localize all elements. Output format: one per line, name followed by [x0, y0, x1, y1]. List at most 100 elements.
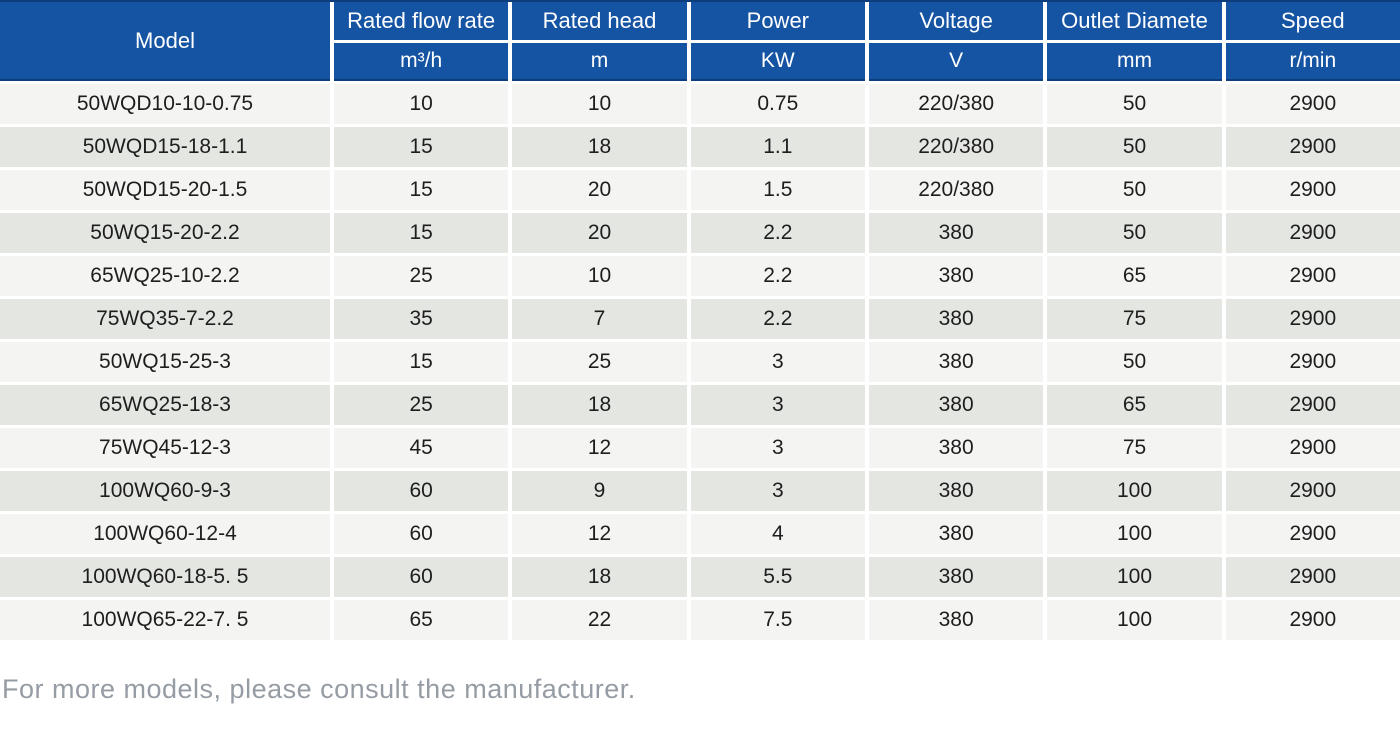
cell-flow: 60	[334, 514, 509, 554]
cell-flow: 60	[334, 471, 509, 511]
cell-voltage: 380	[868, 557, 1044, 597]
column-header-voltage: Voltage	[868, 2, 1044, 40]
cell-outlet: 50	[1047, 170, 1222, 210]
cell-outlet: 65	[1047, 256, 1222, 296]
footer-note: For more models, please consult the manu…	[2, 674, 636, 704]
cell-model: 50WQ15-20-2.2	[0, 213, 330, 253]
cell-voltage: 220/380	[868, 170, 1044, 210]
cell-head: 12	[512, 514, 687, 554]
cell-model: 65WQ25-10-2.2	[0, 256, 330, 296]
cell-voltage: 220/380	[868, 127, 1044, 167]
pump-spec-table: Model Rated flow rate Rated head Power V…	[0, 0, 1400, 640]
cell-model: 75WQ45-12-3	[0, 428, 330, 468]
cell-voltage: 380	[868, 600, 1044, 640]
cell-power: 5.5	[690, 557, 865, 597]
unit-header-outlet-mm: mm	[1047, 43, 1222, 81]
cell-voltage: 380	[868, 514, 1044, 554]
cell-head: 9	[512, 471, 687, 511]
cell-power: 7.5	[690, 600, 865, 640]
cell-speed: 2900	[1225, 428, 1400, 468]
cell-power: 3	[690, 385, 865, 425]
column-header-model: Model	[0, 2, 330, 81]
cell-model: 50WQD10-10-0.75	[0, 84, 330, 124]
cell-head: 18	[512, 557, 687, 597]
cell-power: 4	[690, 514, 865, 554]
cell-voltage: 380	[868, 256, 1044, 296]
cell-outlet: 50	[1047, 127, 1222, 167]
cell-model: 75WQ35-7-2.2	[0, 299, 330, 339]
cell-model: 100WQ60-12-4	[0, 514, 330, 554]
cell-power: 1.5	[690, 170, 865, 210]
cell-flow: 10	[334, 84, 509, 124]
unit-header-power-kw: KW	[690, 43, 865, 81]
cell-head: 20	[512, 170, 687, 210]
cell-model: 65WQ25-18-3	[0, 385, 330, 425]
cell-speed: 2900	[1225, 170, 1400, 210]
cell-head: 25	[512, 342, 687, 382]
cell-voltage: 380	[868, 299, 1044, 339]
cell-model: 50WQD15-20-1.5	[0, 170, 330, 210]
cell-speed: 2900	[1225, 127, 1400, 167]
column-header-speed: Speed	[1225, 2, 1400, 40]
cell-outlet: 100	[1047, 514, 1222, 554]
cell-power: 3	[690, 342, 865, 382]
cell-head: 18	[512, 127, 687, 167]
column-header-rated-head: Rated head	[512, 2, 687, 40]
cell-model: 50WQ15-25-3	[0, 342, 330, 382]
cell-head: 12	[512, 428, 687, 468]
cell-model: 100WQ60-9-3	[0, 471, 330, 511]
cell-model: 100WQ60-18-5. 5	[0, 557, 330, 597]
cell-power: 2.2	[690, 213, 865, 253]
cell-speed: 2900	[1225, 557, 1400, 597]
cell-head: 10	[512, 84, 687, 124]
cell-power: 3	[690, 471, 865, 511]
cell-flow: 15	[334, 127, 509, 167]
cell-outlet: 100	[1047, 557, 1222, 597]
cell-head: 7	[512, 299, 687, 339]
cell-outlet: 75	[1047, 428, 1222, 468]
unit-header-flow-m3h: m³/h	[334, 43, 509, 81]
cell-flow: 45	[334, 428, 509, 468]
cell-speed: 2900	[1225, 385, 1400, 425]
cell-outlet: 65	[1047, 385, 1222, 425]
cell-power: 3	[690, 428, 865, 468]
cell-speed: 2900	[1225, 471, 1400, 511]
column-header-rated-flow-rate: Rated flow rate	[334, 2, 509, 40]
cell-speed: 2900	[1225, 514, 1400, 554]
cell-flow: 65	[334, 600, 509, 640]
cell-speed: 2900	[1225, 342, 1400, 382]
cell-power: 2.2	[690, 299, 865, 339]
cell-flow: 25	[334, 385, 509, 425]
column-header-power: Power	[690, 2, 865, 40]
unit-header-speed-rmin: r/min	[1225, 43, 1400, 81]
cell-power: 2.2	[690, 256, 865, 296]
cell-outlet: 50	[1047, 213, 1222, 253]
cell-speed: 2900	[1225, 84, 1400, 124]
cell-outlet: 100	[1047, 600, 1222, 640]
cell-head: 22	[512, 600, 687, 640]
cell-voltage: 380	[868, 342, 1044, 382]
cell-model: 100WQ65-22-7. 5	[0, 600, 330, 640]
cell-flow: 60	[334, 557, 509, 597]
cell-outlet: 50	[1047, 342, 1222, 382]
cell-voltage: 380	[868, 213, 1044, 253]
unit-header-voltage-v: V	[868, 43, 1044, 81]
cell-model: 50WQD15-18-1.1	[0, 127, 330, 167]
cell-voltage: 380	[868, 471, 1044, 511]
unit-header-head-m: m	[512, 43, 687, 81]
cell-outlet: 100	[1047, 471, 1222, 511]
cell-flow: 15	[334, 342, 509, 382]
cell-flow: 25	[334, 256, 509, 296]
cell-head: 20	[512, 213, 687, 253]
cell-flow: 15	[334, 170, 509, 210]
cell-power: 1.1	[690, 127, 865, 167]
cell-voltage: 380	[868, 428, 1044, 468]
cell-speed: 2900	[1225, 213, 1400, 253]
cell-power: 0.75	[690, 84, 865, 124]
cell-head: 10	[512, 256, 687, 296]
cell-speed: 2900	[1225, 256, 1400, 296]
cell-outlet: 75	[1047, 299, 1222, 339]
cell-voltage: 220/380	[868, 84, 1044, 124]
cell-outlet: 50	[1047, 84, 1222, 124]
cell-speed: 2900	[1225, 299, 1400, 339]
